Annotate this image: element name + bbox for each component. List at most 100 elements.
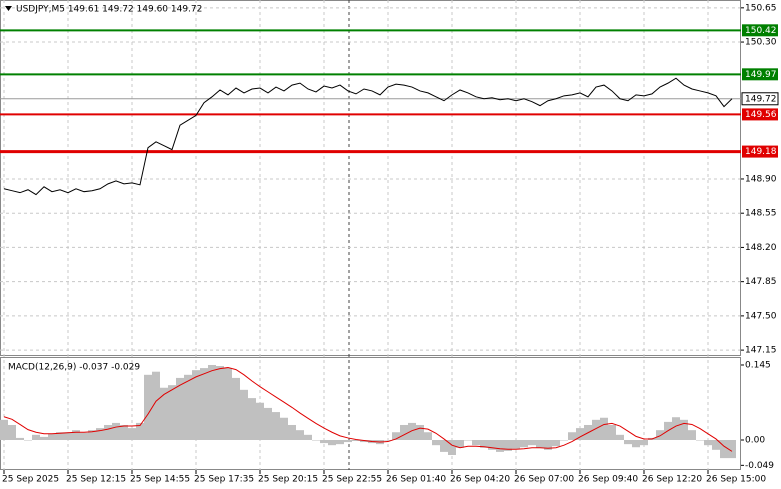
histogram-bar (720, 439, 728, 459)
y-tick-label: 0.00 (745, 435, 765, 445)
level-label: 149.56 (745, 110, 777, 120)
histogram-bar (504, 439, 512, 451)
histogram-bar (360, 439, 368, 443)
histogram-bar (712, 439, 720, 450)
histogram-bar (680, 419, 688, 440)
histogram-bar (344, 439, 352, 443)
level-label-bg (742, 68, 778, 81)
y-tick-label: 147.15 (745, 346, 777, 356)
macd-title: MACD(12,26,9) -0.037 -0.029 (8, 363, 140, 373)
histogram-bar (464, 439, 472, 441)
x-tick-label: 25 Sep 12:15 (66, 475, 126, 485)
histogram-bar (536, 439, 544, 448)
histogram-bar (64, 432, 72, 440)
y-tick-label: -0.049 (745, 461, 774, 471)
histogram-bar (728, 439, 736, 459)
histogram-bar (672, 417, 680, 440)
level-label-bg (742, 24, 778, 37)
histogram-bar (296, 430, 304, 440)
x-tick-label: 25 Sep 17:35 (194, 475, 254, 485)
histogram-bar (696, 439, 704, 441)
y-tick-label: 148.20 (745, 243, 777, 253)
histogram-bar (144, 374, 152, 440)
histogram-bar (480, 439, 488, 448)
histogram-bar (168, 385, 176, 440)
histogram-bar (112, 422, 120, 440)
y-tick-label: 150.65 (745, 3, 777, 13)
histogram-bar (616, 434, 624, 440)
histogram-bar (24, 439, 32, 441)
histogram-bar (448, 439, 456, 455)
level-label: 149.18 (745, 147, 777, 157)
x-tick-label: 26 Sep 01:40 (386, 475, 446, 485)
x-tick-label: 26 Sep 04:20 (450, 475, 510, 485)
histogram-bar (424, 432, 432, 440)
current-price-bg (741, 92, 779, 106)
histogram-bar (184, 374, 192, 440)
histogram-bar (136, 422, 144, 440)
y-tick-label: 147.50 (745, 311, 777, 321)
histogram-bar (544, 439, 552, 450)
histogram-bar (336, 439, 344, 445)
histogram-bar (312, 439, 320, 441)
histogram-bar (0, 419, 8, 440)
level-label: 149.97 (745, 70, 777, 80)
histogram-bar (592, 419, 600, 440)
histogram-bar (496, 439, 504, 452)
histogram-bar (632, 439, 640, 448)
histogram-bar (176, 377, 184, 440)
histogram-bar (400, 424, 408, 440)
histogram-bar (248, 398, 256, 440)
histogram-bar (72, 430, 80, 440)
histogram-bar (600, 417, 608, 440)
menu-arrow[interactable] (5, 6, 12, 11)
histogram-bar (128, 428, 136, 440)
x-tick-label: 25 Sep 22:55 (322, 475, 382, 485)
histogram-bar (416, 424, 424, 440)
histogram-bar (56, 432, 64, 440)
histogram-bar (352, 439, 360, 442)
histogram-bar (552, 439, 560, 447)
histogram-bar (568, 432, 576, 440)
x-tick-label: 26 Sep 12:20 (642, 475, 702, 485)
histogram-bar (520, 439, 528, 448)
histogram-bar (216, 366, 224, 440)
x-tick-label: 25 Sep 2025 (2, 475, 59, 485)
histogram-bar (288, 424, 296, 440)
histogram-bar (688, 430, 696, 440)
histogram-bar (576, 428, 584, 440)
histogram-bar (272, 412, 280, 440)
histogram-bar (240, 389, 248, 440)
histogram-bar (456, 439, 464, 448)
x-tick-label: 26 Sep 15:00 (706, 475, 766, 485)
x-tick-label: 26 Sep 09:40 (578, 475, 638, 485)
level-label-bg (742, 108, 778, 121)
histogram-bar (192, 370, 200, 440)
histogram-bar (48, 433, 56, 440)
histogram-bar (80, 432, 88, 440)
histogram-bar (432, 439, 440, 446)
histogram-bar (16, 437, 24, 440)
histogram-bar (704, 439, 712, 446)
y-tick-label: 148.55 (745, 209, 777, 219)
histogram-bar (40, 436, 48, 440)
histogram-bar (152, 371, 160, 440)
histogram-bar (264, 407, 272, 440)
histogram-bar (328, 439, 336, 446)
histogram-bar (512, 439, 520, 449)
price-title: USDJPY,M5 149.61 149.72 149.60 149.72 (16, 5, 202, 15)
histogram-bar (528, 439, 536, 446)
signal-line (3, 367, 733, 452)
y-tick-label: 0.145 (745, 360, 771, 370)
histogram-bar (304, 434, 312, 440)
histogram-bar (32, 434, 40, 440)
histogram-bar (256, 402, 264, 440)
histogram-bar (104, 424, 112, 440)
histogram-bar (560, 439, 568, 441)
histogram-bar (88, 430, 96, 440)
histogram-bar (280, 417, 288, 440)
histogram-bar (208, 364, 216, 440)
histogram-bar (232, 377, 240, 440)
x-tick-label: 25 Sep 14:55 (130, 475, 190, 485)
